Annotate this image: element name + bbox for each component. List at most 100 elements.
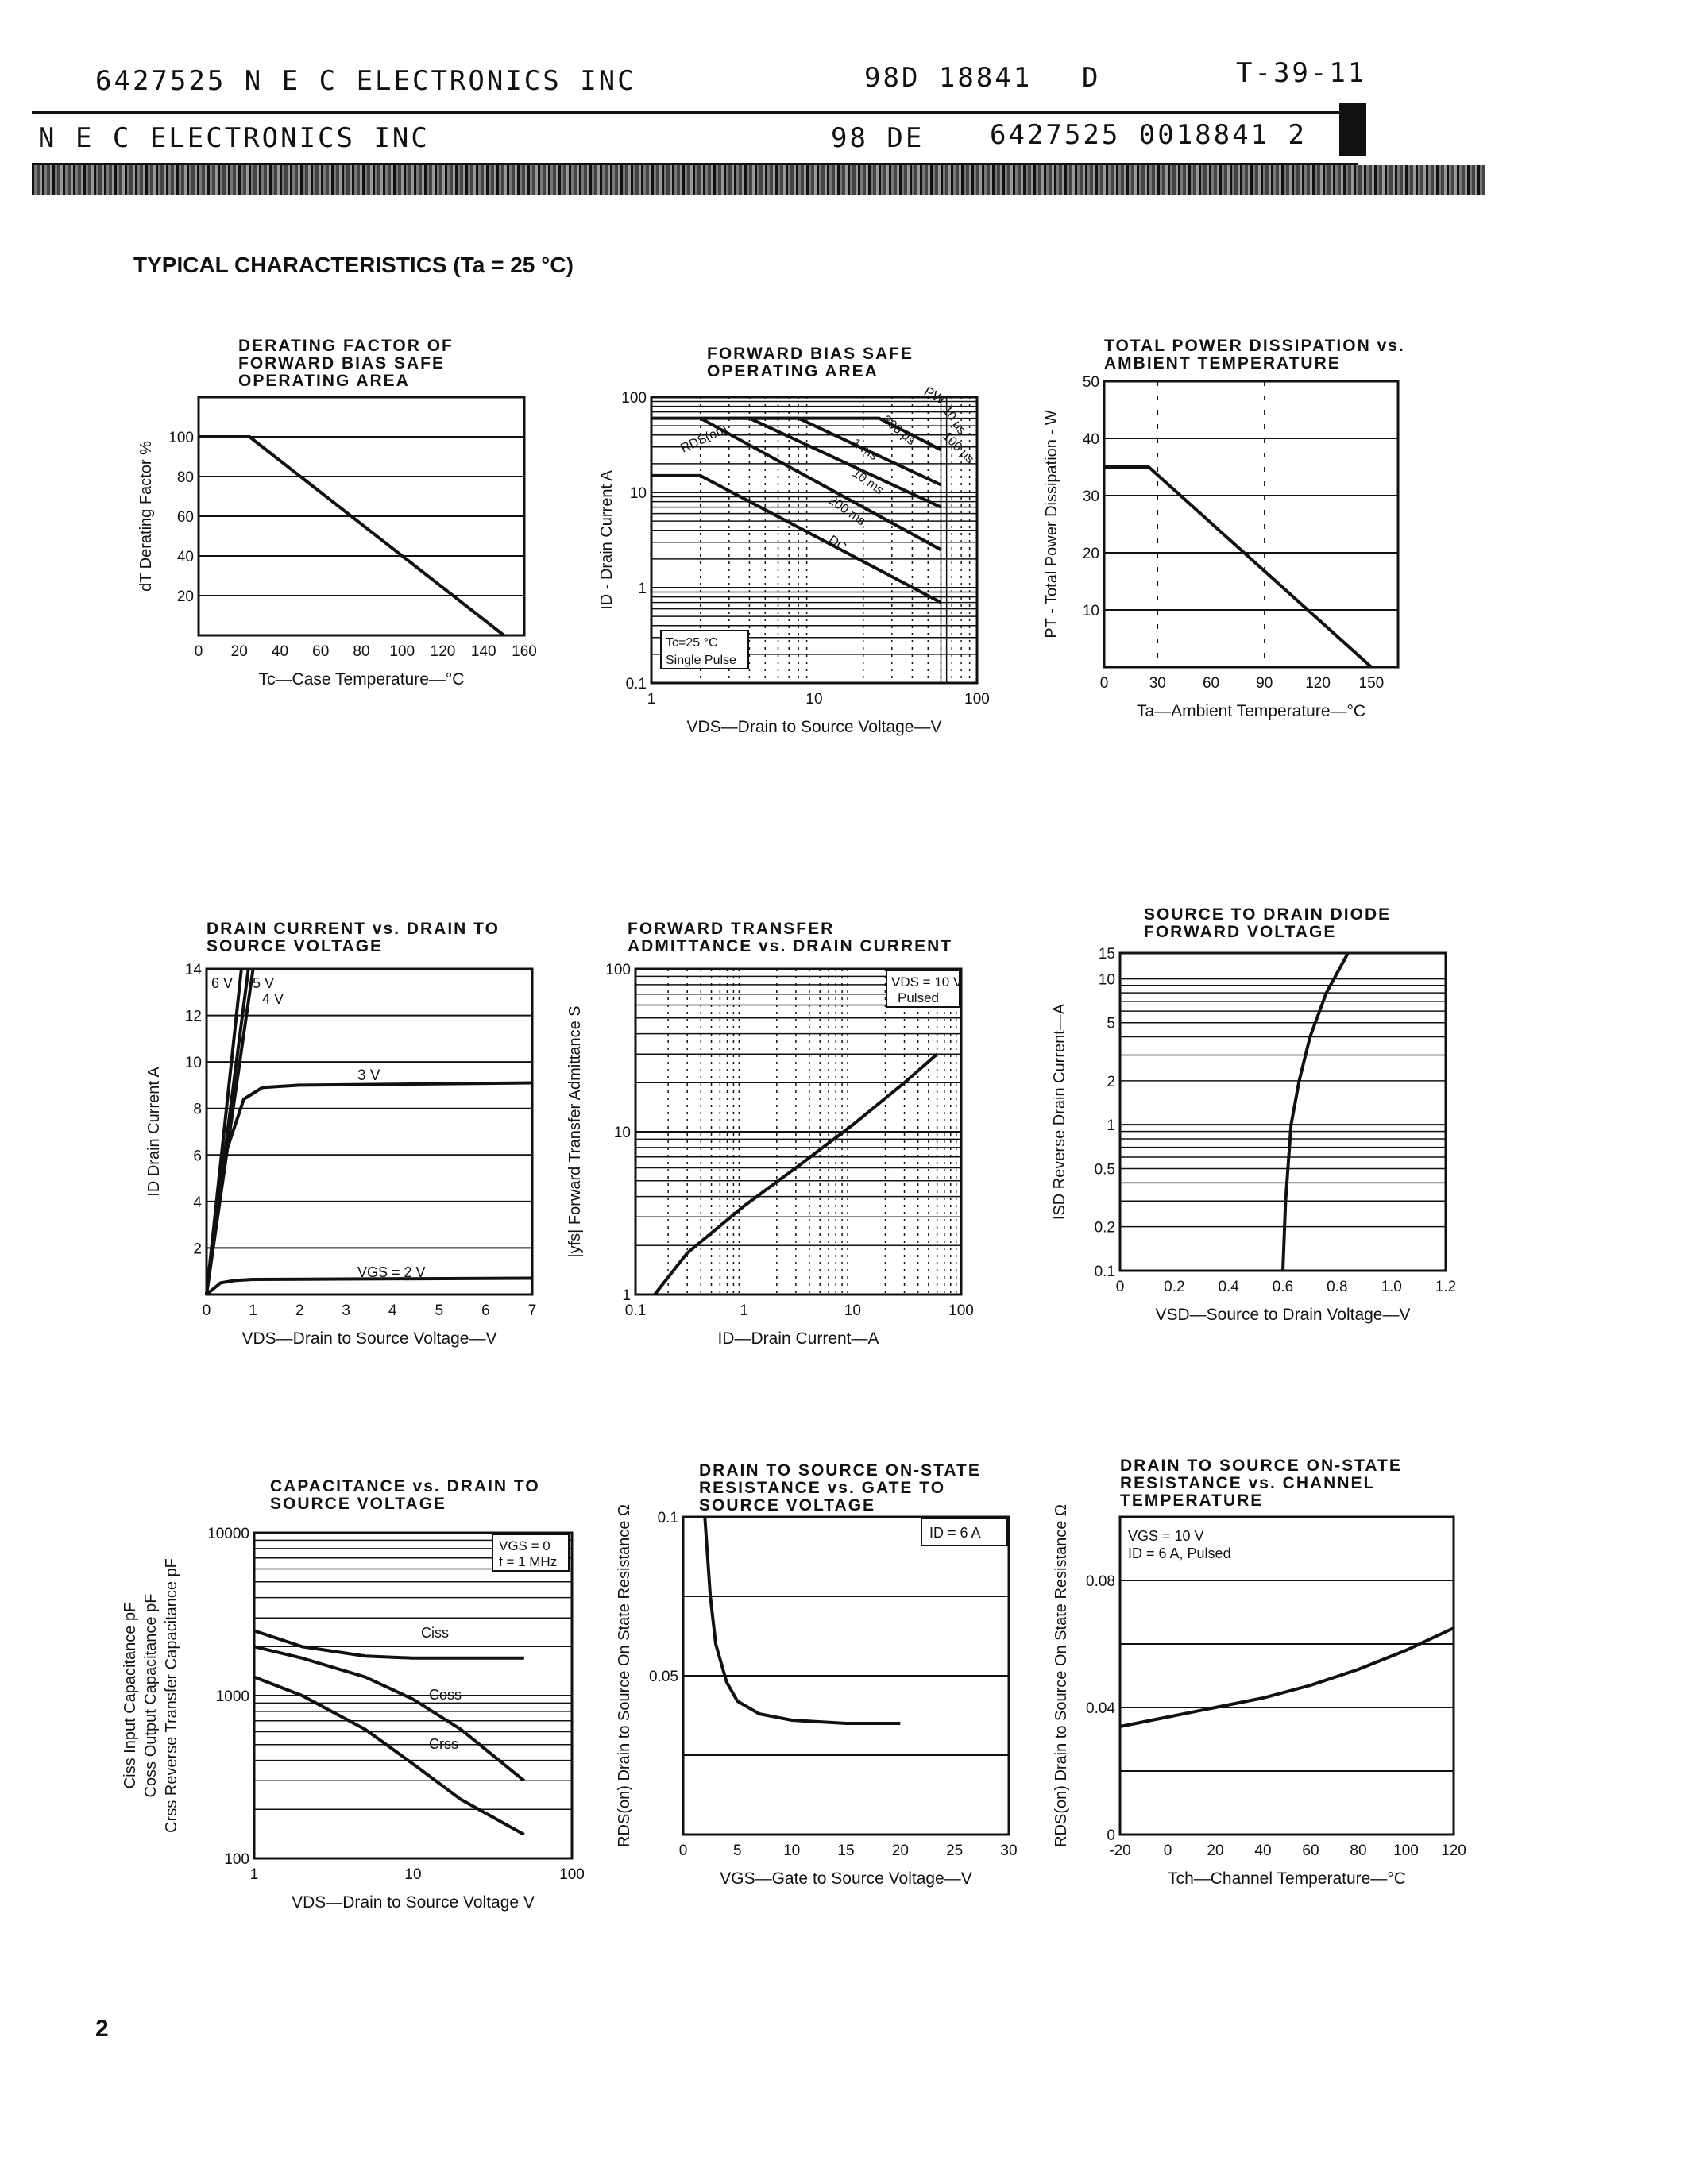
annotation-label: PW xyxy=(921,384,948,407)
x-tick-label: 25 xyxy=(946,1843,963,1859)
y-tick-label: 40 xyxy=(1083,431,1099,448)
x-tick-label: 120 xyxy=(431,643,456,660)
y-tick-label: 40 xyxy=(177,549,194,565)
series-line-1 xyxy=(703,1516,901,1725)
y-axis-label: Crss Reverse Transfer Capacitance pF xyxy=(163,1558,180,1833)
grid xyxy=(254,1539,572,1811)
chart-total-power-dissipation: TOTAL POWER DISSIPATION vs.AMBIENT TEMPE… xyxy=(1043,337,1404,720)
pulse-note: Single Pulse xyxy=(666,654,736,667)
chart-title: FORWARD BIAS SAFE xyxy=(238,354,445,372)
plot-frame xyxy=(650,396,979,685)
y-tick-label: 5 xyxy=(1107,1016,1115,1032)
chart-title: DRAIN CURRENT vs. DRAIN TO xyxy=(207,920,500,938)
grid xyxy=(1104,381,1398,667)
y-axis-label: Coss Output Capacitance pF xyxy=(142,1594,160,1798)
header-line1-right: T-39-11 xyxy=(1236,57,1367,89)
x-tick-label: 20 xyxy=(1207,1843,1223,1859)
y-axis-label: |yfs| Forward Transfer Admittance S xyxy=(566,1005,584,1257)
grid xyxy=(199,436,524,596)
x-tick-label: 80 xyxy=(353,643,369,660)
x-tick-label: 30 xyxy=(1000,1843,1017,1859)
x-tick-label: 160 xyxy=(512,643,537,660)
annotation-label: 3 V xyxy=(357,1067,380,1084)
annotation-label: 10 µs xyxy=(940,404,969,438)
header-black-block xyxy=(1339,103,1366,156)
y-tick-label: 1 xyxy=(1107,1117,1115,1134)
header-line1-d: D xyxy=(1082,62,1101,94)
legend-vgs: VGS = 0 xyxy=(499,1538,550,1553)
y-tick-label: 10 xyxy=(1083,603,1099,619)
chart-title: FORWARD TRANSFER xyxy=(628,920,834,938)
grid xyxy=(1120,1580,1454,1772)
x-tick-label: 1.0 xyxy=(1381,1279,1401,1295)
x-axis-label: VDS—Drain to Source Voltage—V xyxy=(687,718,942,736)
series-line-1 xyxy=(1104,465,1373,669)
x-tick-label: 120 xyxy=(1441,1843,1466,1859)
legend-id: ID = 6 A, Pulsed xyxy=(1128,1545,1231,1561)
x-tick-label: 0 xyxy=(1100,675,1109,692)
x-tick-label: 3 xyxy=(342,1302,350,1319)
y-tick-label: 14 xyxy=(185,962,203,978)
x-tick-label: 0.4 xyxy=(1218,1279,1239,1295)
chart-title: DRAIN TO SOURCE ON-STATE xyxy=(1120,1457,1402,1475)
chart-title: OPERATING AREA xyxy=(238,372,410,390)
x-tick-label: 120 xyxy=(1305,675,1331,692)
chart-title: SOURCE VOLTAGE xyxy=(270,1495,446,1513)
y-tick-label: 20 xyxy=(1083,546,1099,562)
x-tick-label: 40 xyxy=(1254,1843,1271,1859)
header-line2-mid: 98 DE xyxy=(831,122,925,154)
y-axis-label: ID Drain Current A xyxy=(145,1067,163,1197)
annotation-label: 1 ms xyxy=(850,436,880,463)
page-number: 2 xyxy=(95,2016,109,2042)
x-axis-label: VGS—Gate to Source Voltage—V xyxy=(720,1870,972,1888)
y-tick-label: 100 xyxy=(621,390,647,407)
x-axis-label: VDS—Drain to Source Voltage V xyxy=(292,1893,535,1912)
legend-pulsed: Pulsed xyxy=(898,990,939,1005)
x-tick-label: 10 xyxy=(404,1866,421,1883)
chart-title: SOURCE VOLTAGE xyxy=(207,937,383,955)
x-axis-label: Tch—Channel Temperature—°C xyxy=(1168,1870,1406,1888)
y-tick-label: 10 xyxy=(614,1125,631,1141)
grid xyxy=(651,397,977,683)
tc-note: Tc=25 °C xyxy=(666,636,718,650)
x-tick-label: 0.6 xyxy=(1273,1279,1293,1295)
chart-title: RESISTANCE vs. GATE TO xyxy=(699,1479,945,1497)
y-tick-label: 10 xyxy=(630,485,647,502)
series-line-Ciss xyxy=(253,1629,524,1660)
chart-title: SOURCE TO DRAIN DIODE xyxy=(1144,905,1391,924)
x-tick-label: 0.2 xyxy=(1164,1279,1184,1295)
plot-frame xyxy=(682,1515,1010,1836)
plot-frame xyxy=(1118,951,1447,1272)
annotation-label: 5 V xyxy=(253,975,274,991)
header-line2-left: N E C ELECTRONICS INC xyxy=(38,122,430,154)
y-tick-label: 8 xyxy=(193,1102,202,1118)
x-tick-label: 5 xyxy=(733,1843,742,1859)
x-axis-label: Ta—Ambient Temperature—°C xyxy=(1137,702,1365,720)
y-tick-label: 2 xyxy=(193,1241,202,1257)
plot-frame xyxy=(1118,1515,1455,1836)
x-tick-label: 0 xyxy=(203,1302,211,1319)
plot-frame xyxy=(197,396,526,637)
chart-title: ADMITTANCE vs. DRAIN CURRENT xyxy=(628,937,952,955)
header-band xyxy=(32,111,1358,165)
x-tick-label: 1 xyxy=(647,691,656,708)
x-tick-label: 100 xyxy=(948,1302,974,1319)
header-line1-code: 98D 18841 xyxy=(864,62,1033,94)
legend-vgs: VGS = 10 V xyxy=(1128,1528,1204,1544)
header-line1-left: 6427525 N E C ELECTRONICS INC xyxy=(95,65,636,97)
grid xyxy=(207,1014,532,1249)
series-line-1 xyxy=(651,416,942,452)
y-tick-label: 20 xyxy=(177,588,194,605)
y-tick-label: 6 xyxy=(193,1148,202,1164)
y-tick-label: 0.08 xyxy=(1086,1573,1115,1590)
x-tick-label: 90 xyxy=(1256,675,1273,692)
series-line-1 xyxy=(199,435,505,637)
y-axis-label: ISD Reverse Drain Current—A xyxy=(1051,1003,1068,1220)
x-tick-label: 10 xyxy=(805,691,822,708)
x-tick-label: 1 xyxy=(249,1302,257,1319)
